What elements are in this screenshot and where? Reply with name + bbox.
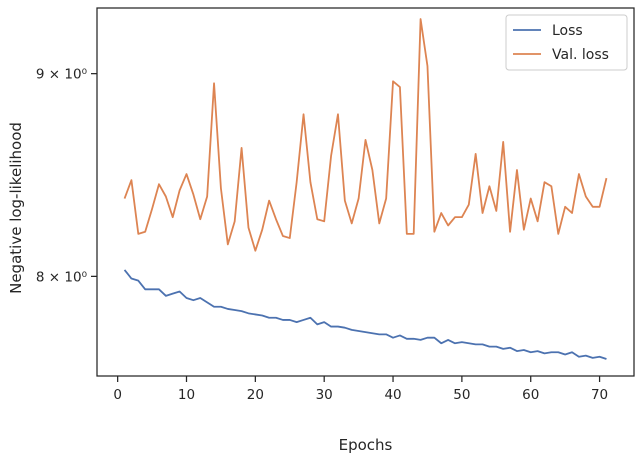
x-axis: 0 10 20 30 40 50 60 70 <box>113 376 608 403</box>
x-axis-label: Epochs <box>339 436 393 454</box>
legend-label-val-loss: Val. loss <box>552 47 609 63</box>
series-line-val-loss <box>123 18 608 252</box>
x-tick-label: 70 <box>591 387 608 403</box>
legend-label-loss: Loss <box>552 23 583 39</box>
legend-box <box>505 14 628 71</box>
series-line-loss <box>123 269 607 360</box>
x-tick-label: 30 <box>316 387 333 403</box>
x-tick-label: 50 <box>453 387 470 403</box>
x-tick-label: 10 <box>178 387 195 403</box>
y-axis-label: Negative log-likelihood <box>7 122 25 294</box>
legend: Loss Val. loss <box>505 14 628 71</box>
plot-frame <box>96 7 635 377</box>
series-layer <box>123 18 608 360</box>
y-tick-label: 8 × 10⁰ <box>36 269 87 285</box>
x-tick-label: 60 <box>522 387 539 403</box>
y-axis: 8 × 10⁰ 9 × 10⁰ <box>36 67 97 285</box>
x-tick-label: 40 <box>384 387 401 403</box>
x-tick-label: 20 <box>247 387 264 403</box>
x-tick-label: 0 <box>113 387 122 403</box>
y-tick-label: 9 × 10⁰ <box>36 67 87 83</box>
